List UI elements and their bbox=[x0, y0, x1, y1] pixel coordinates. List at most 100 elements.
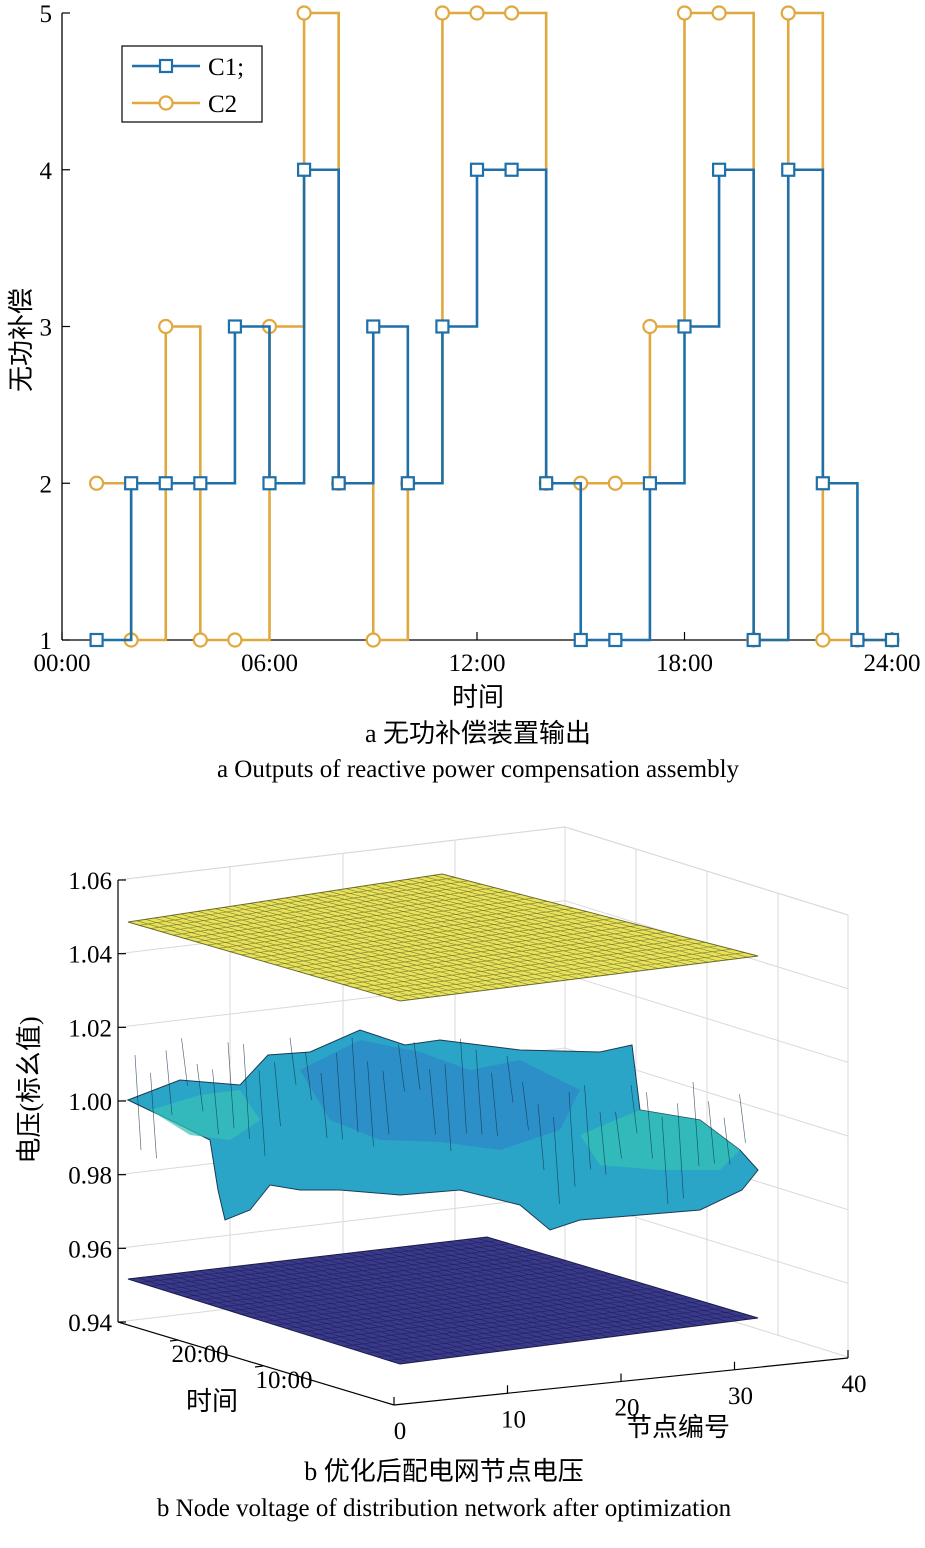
mesh-line bbox=[615, 1111, 622, 1159]
series-2-marker bbox=[676, 5, 693, 21]
mesh-line bbox=[258, 1070, 266, 1156]
series-2-marker bbox=[780, 5, 796, 21]
mesh-line bbox=[212, 1069, 219, 1135]
mesh-line bbox=[336, 1053, 343, 1140]
chart-b-z-tick-label: 0.94 bbox=[68, 1310, 112, 1337]
chart-b-time-tick-label: 20:00 bbox=[172, 1341, 229, 1368]
chart-a-y-tick-label: 4 bbox=[40, 158, 53, 185]
mesh-line bbox=[343, 1300, 702, 1347]
mesh-line bbox=[263, 1277, 623, 1322]
chart-b-node-tick-label: 10 bbox=[501, 1406, 526, 1433]
mesh-line bbox=[646, 1092, 653, 1159]
series-1-marker bbox=[227, 319, 243, 334]
mesh-line bbox=[413, 1041, 421, 1090]
upper-limit-plane bbox=[127, 873, 759, 1002]
series-1-marker bbox=[781, 162, 796, 177]
series-1-marker bbox=[504, 162, 519, 177]
mesh-line bbox=[286, 1283, 646, 1329]
node-voltage-surface bbox=[126, 1029, 759, 1231]
chart-a-y-axis-label: 无功补偿 bbox=[7, 288, 36, 392]
mesh-line bbox=[241, 1270, 600, 1315]
chart-a-axes: 1 2 3 4 5 00:00 06:00 12:00 18:00 24:00 bbox=[34, 1, 921, 677]
chart-b-z-tick-label: 1.00 bbox=[68, 1089, 112, 1116]
mesh-line bbox=[723, 1117, 731, 1165]
series-2-marker bbox=[711, 5, 727, 21]
mesh-line bbox=[365, 945, 719, 992]
mesh-line bbox=[252, 1273, 612, 1319]
series-2-marker bbox=[158, 318, 174, 335]
chart-b-node-tick-label: 20 bbox=[615, 1395, 640, 1422]
legend-c1-square-marker bbox=[158, 58, 174, 74]
mesh-line bbox=[243, 1043, 250, 1139]
chart-a-x-tick-label: 00:00 bbox=[34, 650, 91, 677]
series-1-marker bbox=[124, 476, 139, 491]
mesh-line bbox=[218, 901, 548, 949]
mesh-line bbox=[207, 897, 535, 946]
mesh-line bbox=[297, 1287, 657, 1333]
chart-b-z-tick-label: 1.04 bbox=[68, 942, 112, 969]
mesh-line bbox=[444, 1064, 452, 1152]
chart-b-time-tick bbox=[254, 1365, 264, 1368]
series-1-marker bbox=[746, 632, 761, 648]
mesh-line bbox=[320, 931, 666, 979]
series-2-marker bbox=[227, 632, 243, 648]
mesh-line bbox=[161, 1246, 521, 1290]
mesh-line bbox=[227, 1042, 235, 1129]
mesh-line bbox=[388, 1314, 747, 1361]
series-1-marker bbox=[677, 319, 692, 334]
mesh-line bbox=[365, 1307, 725, 1354]
mesh-line bbox=[506, 1055, 514, 1103]
mesh-line bbox=[343, 938, 693, 985]
mesh-line bbox=[173, 887, 495, 936]
mesh-line bbox=[263, 914, 601, 962]
chart-b-z-gridline bbox=[564, 973, 849, 1063]
mesh-line bbox=[150, 1243, 510, 1287]
mesh-line bbox=[630, 1084, 638, 1134]
mesh-line bbox=[196, 1063, 204, 1112]
series-1-marker bbox=[400, 476, 415, 491]
mesh-line bbox=[708, 1101, 715, 1164]
mesh-line bbox=[297, 924, 640, 972]
mesh-line bbox=[351, 1037, 359, 1133]
chart-b-z-gridline bbox=[117, 826, 566, 881]
series-2-marker bbox=[503, 5, 520, 21]
series-1-marker bbox=[884, 632, 900, 648]
series-2-marker bbox=[88, 475, 105, 491]
mesh-line bbox=[184, 1253, 544, 1298]
mesh-line bbox=[207, 1260, 567, 1305]
series-1-marker bbox=[331, 476, 346, 491]
mesh-line bbox=[460, 1038, 467, 1134]
mesh-line bbox=[218, 1263, 578, 1308]
series-1-marker bbox=[296, 162, 312, 177]
mesh-line bbox=[398, 1044, 405, 1092]
chart-a-legend: C1; C2 bbox=[121, 45, 263, 123]
series-1-marker bbox=[435, 319, 450, 334]
mesh-line bbox=[553, 1116, 560, 1204]
mesh-line bbox=[661, 1117, 669, 1205]
chart-b-node-tick-label: 0 bbox=[394, 1418, 407, 1445]
chart-a-x-tick-label: 12:00 bbox=[449, 650, 506, 677]
series-line-1 bbox=[96, 168, 892, 642]
series-1-marker bbox=[89, 632, 104, 648]
mesh-line bbox=[331, 1297, 691, 1344]
chart-a-y-tick-label: 3 bbox=[40, 315, 53, 342]
series-1-marker bbox=[850, 632, 865, 648]
step-chart: 1 2 3 4 5 00:00 06:00 12:00 18:00 24:00 C1; C2 时间… bbox=[7, 1, 921, 783]
chart-b-z-tick-label: 0.98 bbox=[68, 1163, 112, 1190]
chart-a-caption-cn: a 无功补偿装置输出 bbox=[365, 719, 591, 748]
legend-c1-label: C1; bbox=[208, 54, 244, 81]
mesh-line bbox=[275, 1280, 634, 1326]
mesh-line bbox=[181, 1038, 188, 1086]
mesh-line bbox=[475, 1049, 483, 1135]
mesh-line bbox=[382, 1070, 390, 1135]
chart-b-z-gridline bbox=[564, 826, 849, 916]
mesh-line bbox=[320, 1294, 679, 1340]
mesh-line bbox=[184, 890, 508, 939]
mesh-line bbox=[241, 907, 574, 956]
mesh-line bbox=[165, 1050, 173, 1115]
chart-a-x-tick-label: 24:00 bbox=[864, 650, 921, 677]
chart-b-z-axis-label: 电压(标幺值) bbox=[15, 1016, 44, 1163]
chart-a-y-tick-label: 5 bbox=[40, 1, 53, 28]
mesh-line bbox=[568, 1091, 576, 1187]
chart-a-x-axis-label: 时间 bbox=[452, 683, 504, 712]
